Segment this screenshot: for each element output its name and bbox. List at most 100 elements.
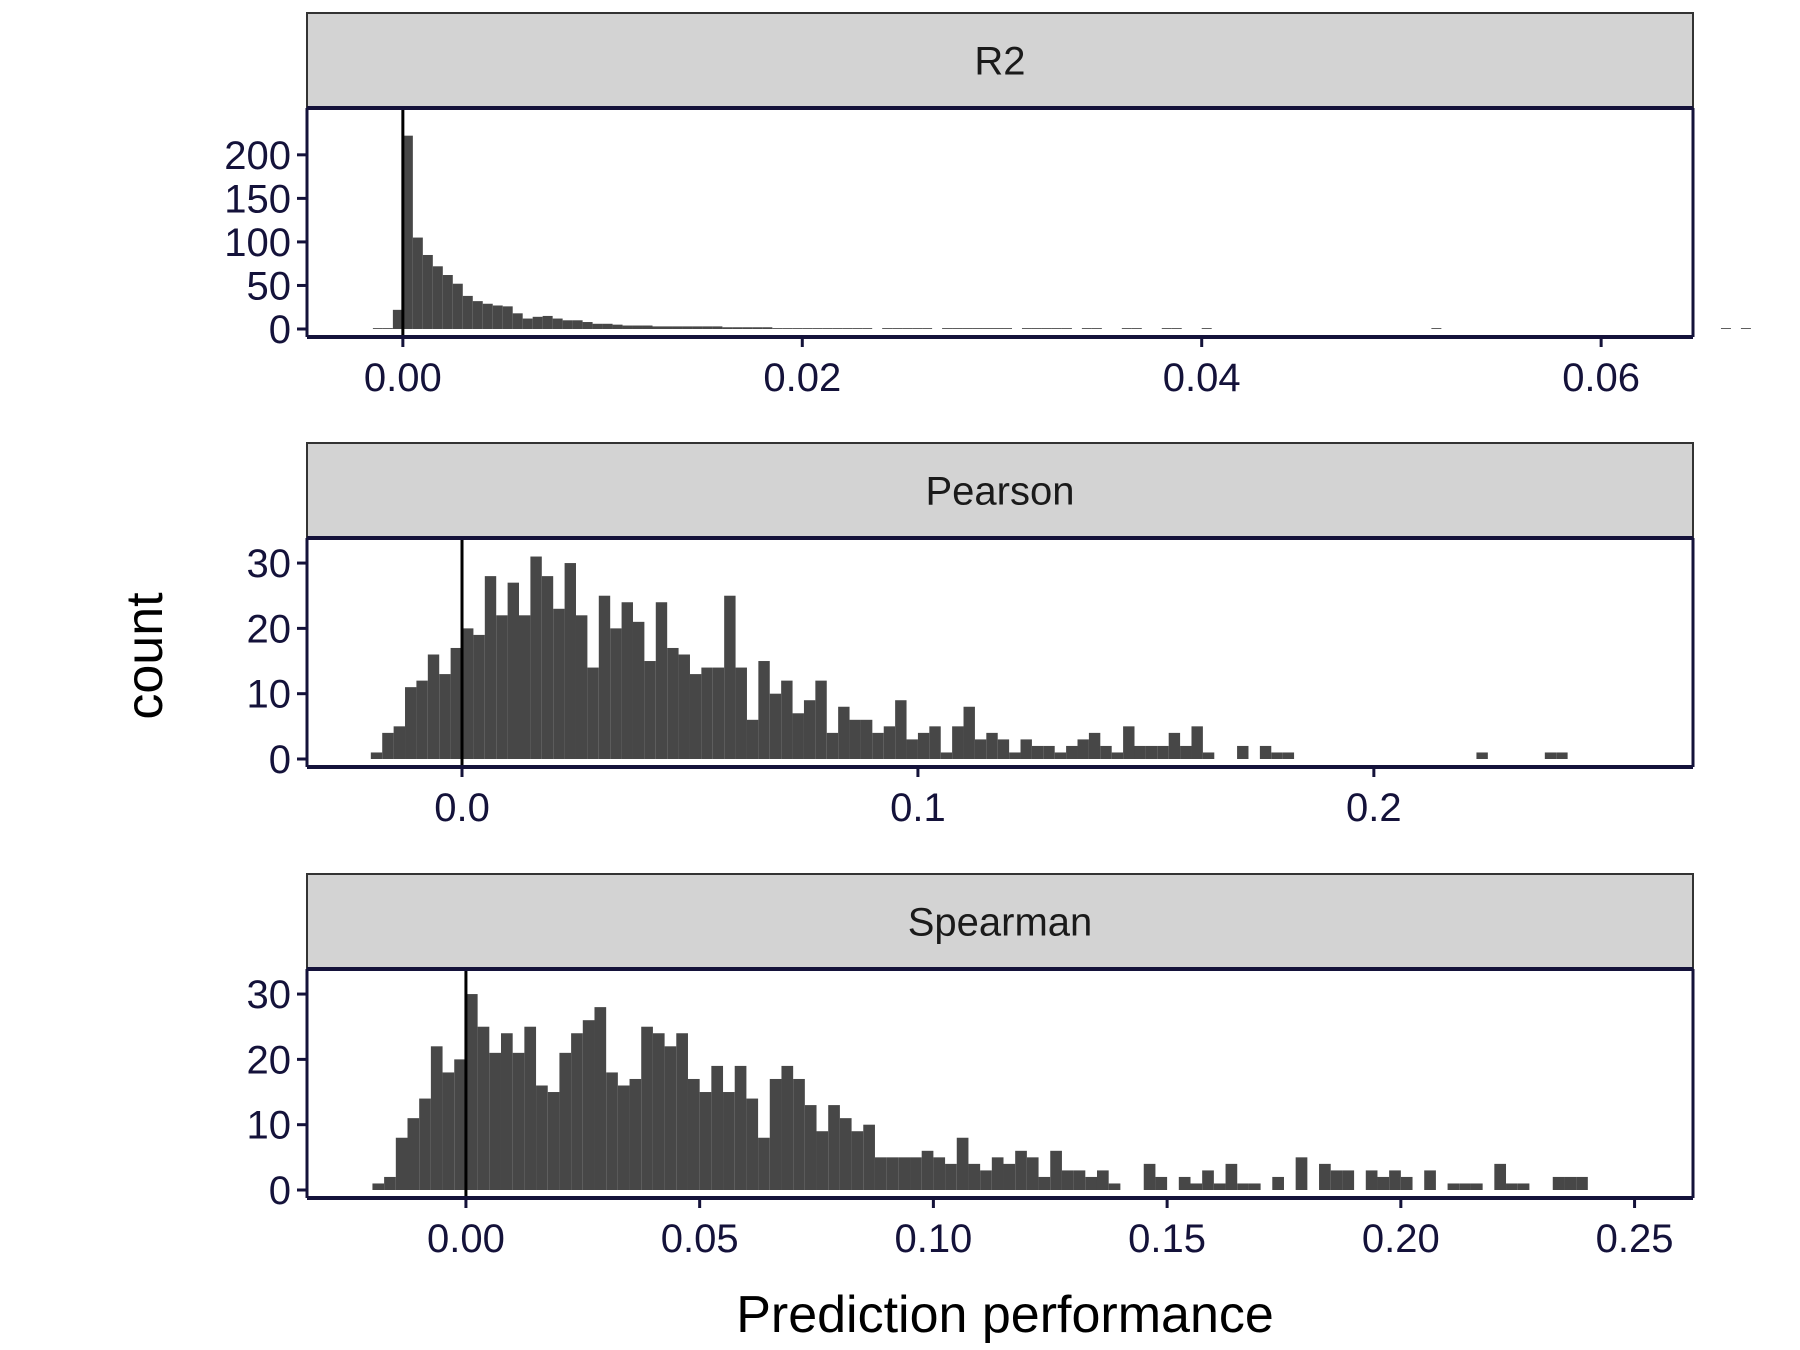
y-tick-label: 150 xyxy=(224,177,291,221)
x-tick-label: 0.2 xyxy=(1346,786,1402,830)
histogram-bar xyxy=(997,739,1010,759)
y-tick-label: 0 xyxy=(269,1169,291,1213)
histogram-bar xyxy=(507,582,520,759)
histogram-bar xyxy=(1050,1150,1062,1190)
histogram-bar xyxy=(1073,1170,1086,1190)
histogram-bar xyxy=(1088,732,1101,759)
histogram-bar xyxy=(500,1033,513,1190)
histogram-bar xyxy=(1740,328,1751,329)
histogram-bar xyxy=(664,1046,677,1190)
histogram-bar xyxy=(1377,1176,1390,1190)
histogram-bar xyxy=(492,305,503,329)
histogram-bar xyxy=(530,556,542,759)
histogram-bar xyxy=(1121,328,1132,329)
histogram-bar xyxy=(430,1046,443,1190)
histogram-bar xyxy=(477,1026,490,1190)
histogram-bar xyxy=(482,303,493,329)
histogram-bar xyxy=(372,1183,385,1190)
histogram-bar xyxy=(860,719,873,759)
histogram-bar xyxy=(1009,752,1021,759)
histogram-bar xyxy=(758,1137,770,1190)
x-tick-label: 0.1 xyxy=(890,786,946,830)
histogram-bar xyxy=(532,316,543,329)
histogram-bar xyxy=(1043,745,1055,759)
histogram-bar xyxy=(465,994,478,1190)
histogram-bar xyxy=(612,324,623,329)
histogram-bar xyxy=(632,621,645,759)
histogram-bar xyxy=(541,576,554,759)
histogram-bar xyxy=(895,700,907,759)
y-tick-label: 0 xyxy=(269,308,291,352)
histogram-bar xyxy=(1259,745,1272,759)
histogram-bar xyxy=(422,254,433,329)
histogram-bar xyxy=(392,309,403,329)
histogram-bar xyxy=(1202,752,1215,759)
histogram-bar xyxy=(524,1026,537,1190)
histogram-bar xyxy=(1145,745,1158,759)
histogram-bar xyxy=(724,595,736,759)
histogram-bar xyxy=(722,327,733,329)
x-tick-label: 0.05 xyxy=(661,1217,739,1261)
histogram-bar xyxy=(1556,752,1568,759)
panel-pearson: Pearson 0 10 20 30 0.0 0.1 0.2 xyxy=(247,442,1695,830)
histogram-bar xyxy=(842,328,853,329)
histogram-bar xyxy=(1041,328,1052,329)
histogram-bar xyxy=(382,732,394,759)
histogram-bar xyxy=(687,1078,700,1190)
histogram-bar xyxy=(1506,1183,1518,1190)
histogram-bar xyxy=(945,1163,957,1190)
histogram-bar xyxy=(852,328,863,329)
histogram-bar xyxy=(1248,1183,1261,1190)
y-tick-label: 20 xyxy=(247,1038,292,1082)
histogram-bar xyxy=(986,732,998,759)
histogram-bar xyxy=(812,328,823,329)
histogram-bar xyxy=(372,328,383,329)
histogram-bar xyxy=(912,328,923,329)
histogram-bar xyxy=(587,667,599,759)
histogram-bar xyxy=(746,1098,759,1190)
histogram-bar xyxy=(1061,1170,1074,1190)
histogram-bar xyxy=(702,326,713,329)
histogram-bar xyxy=(1295,1157,1308,1190)
histogram-bar xyxy=(1021,328,1032,329)
histogram-bar xyxy=(678,654,690,759)
histogram-bar xyxy=(1494,1163,1507,1190)
histogram-bar xyxy=(922,328,933,329)
histogram-bar xyxy=(452,283,463,329)
histogram-bar xyxy=(622,325,633,329)
histogram-bar xyxy=(849,719,861,759)
histogram-bar xyxy=(450,647,463,759)
histogram-bar xyxy=(972,328,983,329)
histogram-bar xyxy=(682,326,693,329)
histogram-bar xyxy=(952,726,964,759)
histogram-bar xyxy=(882,328,893,329)
y-tick-label: 100 xyxy=(224,221,291,265)
histogram-bar xyxy=(872,732,884,759)
histogram-bar xyxy=(602,323,613,329)
histogram-bar xyxy=(974,739,987,759)
x-tick-label: 0.00 xyxy=(427,1217,505,1261)
histogram-bar xyxy=(536,1085,548,1190)
histogram-bar xyxy=(902,328,913,329)
histogram-bar xyxy=(582,322,593,329)
histogram-bar xyxy=(723,1092,735,1190)
histogram-bar xyxy=(982,328,993,329)
histogram-bar xyxy=(746,719,759,759)
histogram-bar xyxy=(883,726,896,759)
histogram-bar xyxy=(1389,1170,1401,1190)
histogram-bar xyxy=(1066,745,1078,759)
histogram-bar xyxy=(512,1052,525,1190)
histogram-bar xyxy=(815,680,827,759)
histogram-bar xyxy=(874,1157,887,1190)
histogram-bar xyxy=(892,328,903,329)
y-tick-label: 30 xyxy=(247,973,292,1017)
histogram-bar xyxy=(621,602,633,759)
histogram-bar xyxy=(462,295,473,329)
histogram-bar xyxy=(512,313,523,329)
histogram-bar xyxy=(962,328,973,329)
histogram-bar xyxy=(395,1137,408,1190)
histogram-bar xyxy=(1237,1183,1249,1190)
histogram-bar xyxy=(1424,1170,1436,1190)
histogram-bar xyxy=(929,726,941,759)
strip-header xyxy=(306,873,1694,970)
